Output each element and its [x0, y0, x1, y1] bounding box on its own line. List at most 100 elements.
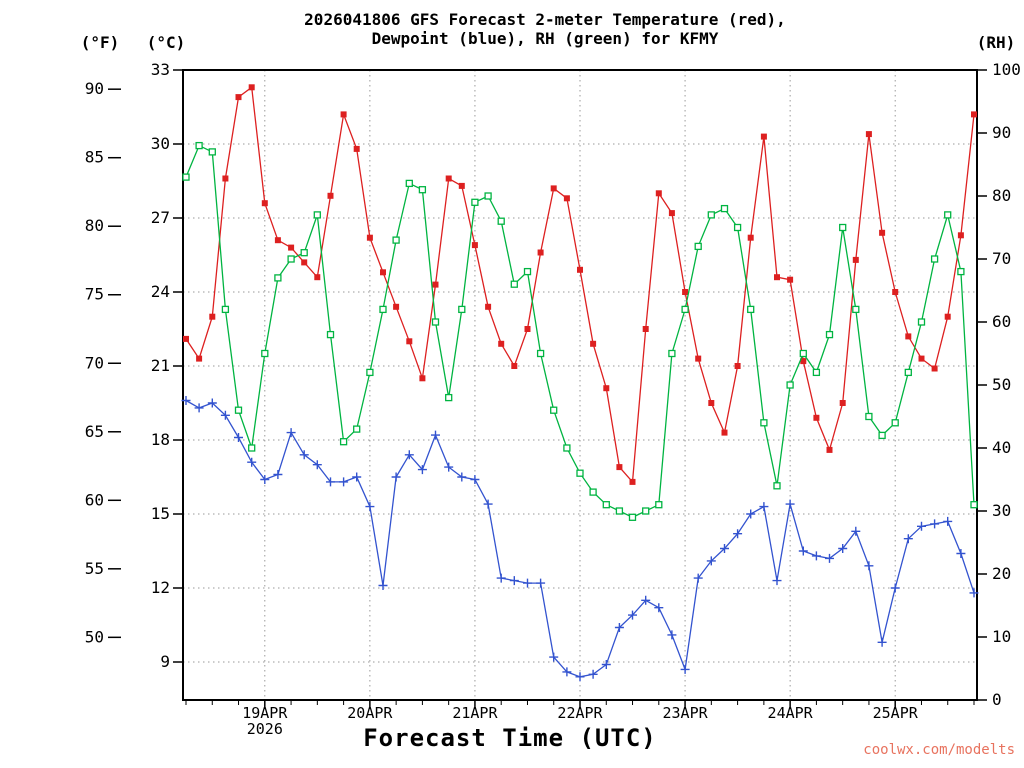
data-marker: [957, 232, 964, 239]
fahrenheit-tick-label: 85: [85, 148, 104, 167]
data-marker: [445, 393, 453, 402]
data-marker: [694, 242, 702, 251]
data-marker: [680, 664, 690, 674]
time-tick-label: 20APR: [347, 704, 393, 722]
data-marker: [404, 450, 414, 460]
data-marker: [628, 610, 637, 620]
rh-axis-header: (RH): [976, 33, 1016, 52]
celsius-tick-label: 33: [151, 60, 170, 79]
data-marker: [470, 475, 480, 484]
data-marker: [877, 637, 887, 647]
data-marker: [575, 672, 585, 682]
data-marker: [549, 652, 559, 662]
data-marker: [299, 450, 309, 460]
data-marker: [904, 368, 912, 377]
data-marker: [550, 406, 558, 414]
data-marker: [943, 516, 953, 526]
data-marker: [314, 274, 321, 281]
data-marker: [931, 365, 938, 372]
celsius-axis: 9 12 15 18 21 24 27 30 33: [151, 60, 183, 671]
data-marker: [616, 464, 623, 471]
celsius-tick-label: 9: [160, 652, 170, 671]
data-marker: [234, 433, 243, 442]
data-marker: [865, 131, 872, 138]
data-marker: [825, 553, 834, 563]
data-marker: [615, 507, 624, 515]
data-marker: [773, 482, 781, 490]
rh-tick-label: 70: [992, 249, 1011, 268]
rh-tick-label: 90: [992, 123, 1011, 142]
relative-humidity-series: [182, 141, 978, 521]
data-marker: [417, 465, 427, 475]
data-marker: [865, 412, 873, 421]
data-marker: [207, 398, 217, 408]
data-marker: [641, 595, 651, 605]
data-marker: [485, 303, 492, 310]
data-marker: [576, 469, 584, 477]
time-tick-label: 25APR: [873, 704, 919, 722]
data-marker: [760, 133, 767, 140]
data-marker: [523, 267, 532, 276]
data-marker: [445, 175, 452, 182]
data-marker: [483, 499, 493, 509]
celsius-tick-label: 24: [151, 282, 170, 301]
data-marker: [511, 363, 518, 369]
data-marker: [785, 499, 795, 509]
celsius-tick-label: 18: [151, 430, 170, 449]
data-marker: [312, 460, 322, 470]
fahrenheit-tick-label: 70: [85, 353, 104, 372]
data-marker: [971, 111, 977, 118]
data-marker: [642, 507, 650, 515]
data-marker: [261, 200, 268, 207]
data-marker: [720, 544, 729, 553]
data-marker: [563, 444, 571, 452]
data-marker: [629, 478, 636, 485]
data-marker: [365, 502, 375, 512]
rh-tick-label: 10: [992, 627, 1011, 646]
data-marker: [969, 588, 979, 598]
rh-tick-label: 80: [992, 186, 1011, 205]
time-tick-label: 19APR: [242, 704, 288, 722]
data-marker: [747, 305, 755, 314]
celsius-tick-label: 27: [151, 208, 170, 227]
data-marker: [379, 305, 387, 314]
data-marker: [209, 313, 216, 320]
fahrenheit-axis-header: (°F): [80, 33, 120, 52]
data-marker: [628, 513, 637, 521]
data-marker: [536, 349, 545, 358]
data-marker: [851, 526, 861, 536]
data-marker: [406, 338, 413, 345]
x-axis-title: Forecast Time (UTC): [363, 724, 657, 752]
data-marker: [667, 630, 677, 640]
data-marker: [498, 340, 505, 347]
data-marker: [457, 472, 467, 482]
data-marker: [655, 501, 663, 509]
data-marker: [956, 549, 966, 558]
data-marker: [811, 551, 821, 561]
data-marker: [524, 326, 531, 332]
data-marker: [471, 198, 479, 206]
data-marker: [458, 182, 465, 189]
data-marker: [288, 244, 295, 251]
data-marker: [182, 173, 190, 181]
data-marker: [890, 583, 900, 593]
data-marker: [510, 280, 518, 288]
data-marker: [313, 211, 321, 219]
data-marker: [588, 669, 598, 679]
data-marker: [274, 237, 281, 244]
data-marker: [458, 305, 466, 314]
data-marker: [537, 249, 544, 256]
data-marker: [339, 438, 348, 446]
data-marker: [682, 289, 689, 295]
data-marker: [970, 501, 978, 509]
data-marker: [772, 576, 782, 586]
data-marker: [734, 363, 741, 369]
rh-tick-label: 20: [992, 564, 1011, 583]
data-marker: [706, 556, 716, 566]
data-marker: [798, 546, 808, 556]
data-marker: [655, 190, 662, 197]
data-marker: [431, 318, 440, 326]
data-marker: [327, 192, 334, 199]
